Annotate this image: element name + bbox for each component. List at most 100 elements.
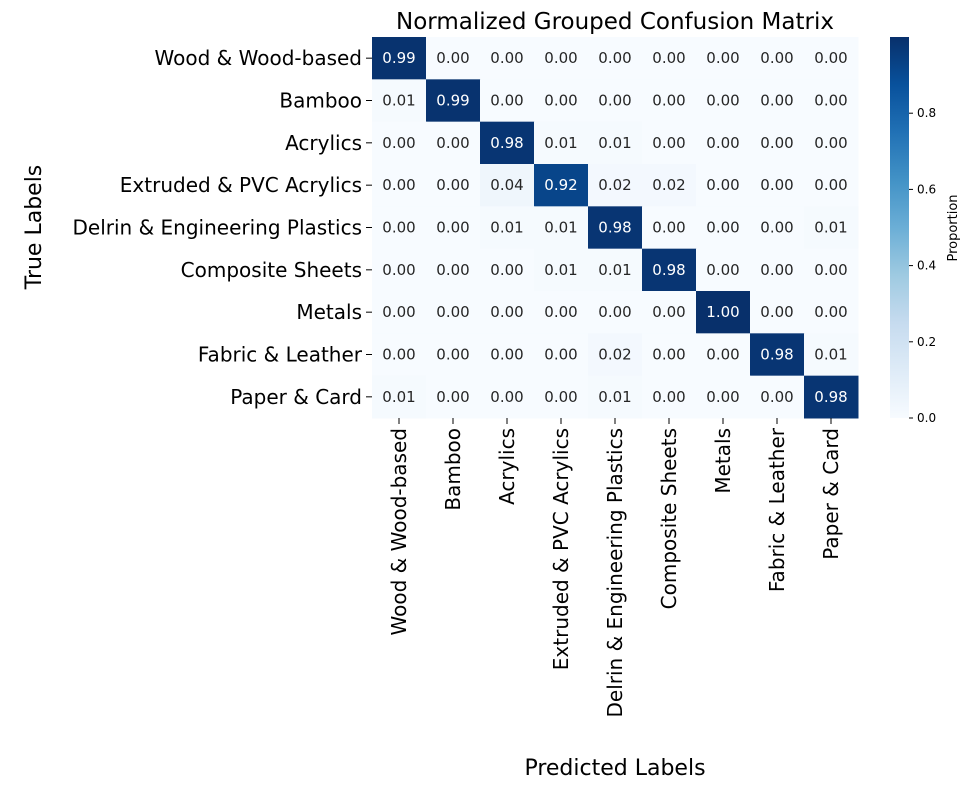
cell-value-label: 0.00 xyxy=(760,219,793,237)
heatmap-cell xyxy=(372,206,427,250)
heatmap-cell xyxy=(588,121,643,165)
cell-value-label: 0.00 xyxy=(760,176,793,194)
heatmap-cell xyxy=(534,291,589,334)
cell-value-label: 0.00 xyxy=(382,303,415,321)
cell-value-label: 0.00 xyxy=(490,346,523,364)
heatmap-cell xyxy=(642,79,697,123)
heatmap-cell xyxy=(588,79,643,123)
x-tick-labels: Wood & Wood-based Bamboo Acrylics Extruded … xyxy=(387,418,843,718)
heatmap-cell xyxy=(426,375,481,419)
heatmap-cell xyxy=(534,375,589,419)
heatmap-cell xyxy=(750,248,805,292)
cell-value-label: 0.00 xyxy=(814,176,847,194)
cell-value-label: 0.04 xyxy=(490,176,523,194)
heatmap-cell xyxy=(588,375,643,419)
cell-value-label: 0.00 xyxy=(706,92,739,110)
heatmap-cell xyxy=(426,37,481,80)
heatmap-cell xyxy=(642,375,697,419)
cell-value-label: 0.00 xyxy=(760,388,793,406)
heatmap-cell xyxy=(750,333,805,377)
heatmap-cell xyxy=(804,206,859,250)
cell-value-label: 0.98 xyxy=(814,388,847,406)
cell-value-label: 0.00 xyxy=(436,219,469,237)
x-axis-label: Predicted Labels xyxy=(524,756,705,781)
heatmap-cell xyxy=(372,121,427,165)
colorbar-tick-label: 0.6 xyxy=(917,182,936,196)
cell-value-label: 0.00 xyxy=(544,303,577,321)
heatmap-cell xyxy=(696,375,751,419)
y-tick-label: Composite Sheets xyxy=(181,258,362,282)
cell-value-label: 0.02 xyxy=(598,346,631,364)
heatmap-cell xyxy=(696,79,751,123)
cell-value-label: 0.00 xyxy=(652,303,685,321)
y-tick-label: Extruded & PVC Acrylics xyxy=(120,173,362,197)
heatmap-cell xyxy=(426,164,481,207)
cell-value-label: 0.00 xyxy=(760,303,793,321)
cell-value-label: 0.01 xyxy=(598,388,631,406)
x-tick-label: Extruded & PVC Acrylics xyxy=(549,428,573,670)
heatmap-cell xyxy=(696,164,751,207)
cell-value-label: 1.00 xyxy=(706,303,739,321)
cell-value-label: 0.00 xyxy=(706,261,739,279)
heatmap-cell xyxy=(534,333,589,377)
cell-value-label: 0.00 xyxy=(490,388,523,406)
cell-value-label: 0.00 xyxy=(706,388,739,406)
cell-value-label: 0.00 xyxy=(814,92,847,110)
cell-value-label: 0.02 xyxy=(652,176,685,194)
cell-value-label: 0.01 xyxy=(814,346,847,364)
cell-value-label: 0.00 xyxy=(436,261,469,279)
cell-value-label: 0.00 xyxy=(436,134,469,152)
y-tick-label: Paper & Card xyxy=(230,385,362,409)
heatmap-cell xyxy=(372,291,427,334)
heatmap-cell xyxy=(372,248,427,292)
heatmap-cell xyxy=(480,206,535,250)
cell-value-label: 0.00 xyxy=(544,388,577,406)
y-tick-label: Bamboo xyxy=(279,89,362,113)
cell-value-label: 0.00 xyxy=(436,49,469,67)
cell-value-label: 0.00 xyxy=(760,261,793,279)
heatmap-cell xyxy=(696,121,751,165)
heatmap-cell xyxy=(480,164,535,207)
cell-value-label: 0.99 xyxy=(382,49,415,67)
heatmap-cell xyxy=(804,375,859,419)
x-tick-label: Wood & Wood-based xyxy=(387,428,411,635)
cell-value-label: 0.00 xyxy=(706,134,739,152)
cell-value-label: 0.00 xyxy=(436,176,469,194)
heatmap-cell xyxy=(750,291,805,334)
heatmap-cell xyxy=(696,248,751,292)
heatmap-cell xyxy=(750,206,805,250)
y-tick-labels: Wood & Wood-based Bamboo Acrylics Extruded … xyxy=(73,46,372,409)
cell-value-label: 0.00 xyxy=(652,219,685,237)
chart-title: Normalized Grouped Confusion Matrix xyxy=(396,9,834,35)
cell-value-label: 0.00 xyxy=(814,49,847,67)
heatmap-cell xyxy=(696,206,751,250)
heatmap-cell xyxy=(588,164,643,207)
cell-value-label: 0.01 xyxy=(598,261,631,279)
heatmap-cell xyxy=(750,121,805,165)
heatmap-cell xyxy=(426,121,481,165)
cell-value-label: 0.00 xyxy=(760,92,793,110)
cell-value-label: 0.02 xyxy=(598,176,631,194)
heatmap-cell xyxy=(534,37,589,80)
heatmap-cell xyxy=(804,248,859,292)
cell-value-label: 0.00 xyxy=(544,92,577,110)
cell-value-label: 0.01 xyxy=(490,219,523,237)
heatmap-cell xyxy=(372,375,427,419)
colorbar-tick-label: 0.2 xyxy=(917,335,936,349)
cell-value-label: 0.00 xyxy=(490,303,523,321)
cell-value-label: 0.00 xyxy=(706,176,739,194)
heatmap-cell xyxy=(804,121,859,165)
heatmap-cell xyxy=(696,333,751,377)
cell-value-label: 0.00 xyxy=(382,134,415,152)
cell-value-label: 0.00 xyxy=(652,92,685,110)
cell-value-label: 0.00 xyxy=(382,346,415,364)
cell-value-label: 0.00 xyxy=(652,49,685,67)
heatmap-cell xyxy=(534,248,589,292)
heatmap-cell xyxy=(804,164,859,207)
colorbar-tick-label: 0.4 xyxy=(917,259,936,273)
cell-value-label: 0.00 xyxy=(382,219,415,237)
y-tick-label: Fabric & Leather xyxy=(198,343,363,367)
cell-value-label: 0.00 xyxy=(490,49,523,67)
cell-value-label: 0.00 xyxy=(652,134,685,152)
cell-value-label: 0.00 xyxy=(706,49,739,67)
